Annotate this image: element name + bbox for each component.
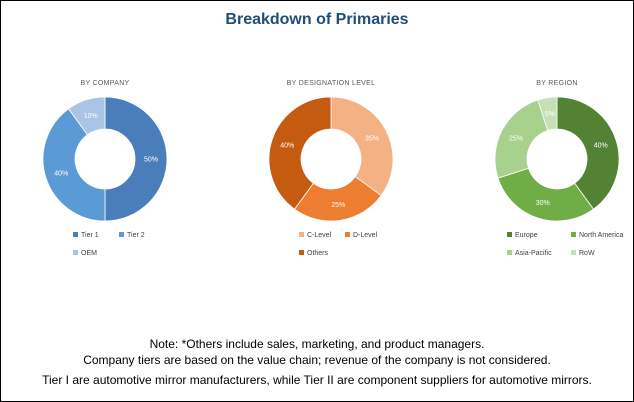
data-label-c-level: 35% [365, 136, 379, 143]
legend-label-row: RoW [579, 250, 595, 257]
slice-tier-1 [104, 96, 168, 222]
donut-subtitle: BY DESIGNATION LEVEL [287, 80, 376, 87]
chart-title: Breakdown of Primaries [225, 11, 409, 28]
donut-subtitle: BY COMPANY [80, 80, 129, 87]
footnote-tier-definition: Tier I are automotive mirror manufacture… [42, 373, 592, 387]
legend-swatch-d-level [345, 232, 350, 237]
legend-label-others: Others [307, 250, 329, 257]
legend-swatch-c-level [299, 232, 304, 237]
donut-by-designation-svg: BY DESIGNATION LEVEL 35% 25% 40% C-Level D-Le… [268, 80, 394, 257]
data-label-europe: 40% [594, 142, 608, 149]
legend-label-north-america: North America [579, 232, 623, 239]
legend-swatch-tier-2 [119, 232, 124, 237]
data-label-asia-pacific: 25% [509, 136, 523, 143]
legend-label-europe: Europe [515, 232, 538, 239]
footnote-others: Note: *Others include sales, marketing, … [149, 337, 485, 351]
data-label-north-america: 30% [536, 200, 550, 207]
data-label-others: 40% [280, 142, 294, 149]
slice-oem [67, 96, 106, 136]
donut-subtitle: BY REGION [536, 80, 577, 87]
legend-label-tier-2: Tier 2 [127, 232, 145, 239]
donut-chart-by-region: BY REGION 40% 30% 25% 5% Europe North America A… [467, 71, 634, 271]
slice-north-america [497, 167, 595, 222]
legend-label-oem: OEM [81, 250, 97, 257]
donut-chart-by-designation: BY DESIGNATION LEVEL 35% 25% 40% C-Level D-Le… [241, 71, 421, 271]
legend-label-c-level: C-Level [307, 232, 332, 239]
legend-label-d-level: D-Level [353, 232, 378, 239]
slice-row [537, 96, 558, 131]
data-label-oem: 10% [84, 113, 98, 120]
legend-swatch-oem [73, 250, 78, 255]
slice-others [268, 96, 332, 210]
legend-swatch-row [571, 250, 576, 255]
donut-by-region-svg: BY REGION 40% 30% 25% 5% Europe North America A… [494, 80, 623, 257]
donut-chart-by-company: BY COMPANY 50% 40% 10% Tier 1 Tier 2 OEM [15, 71, 195, 271]
legend-label-asia-pacific: Asia-Pacific [515, 250, 552, 257]
footnote-company-tiers: Company tiers are based on the value cha… [83, 353, 551, 367]
data-label-row: 5% [545, 111, 555, 118]
legend-swatch-north-america [571, 232, 576, 237]
legend-label-tier-1: Tier 1 [81, 232, 99, 239]
slice-tier-2 [42, 108, 106, 222]
legend-swatch-others [299, 250, 304, 255]
slice-c-level [330, 96, 394, 197]
legend-swatch-asia-pacific [507, 250, 512, 255]
legend-swatch-tier-1 [73, 232, 78, 237]
slice-europe [556, 96, 620, 210]
data-label-d-level: 25% [331, 202, 345, 209]
data-label-tier-1: 50% [144, 157, 158, 164]
donut-by-company-svg: BY COMPANY 50% 40% 10% Tier 1 Tier 2 OEM [42, 80, 168, 257]
legend-swatch-europe [507, 232, 512, 237]
data-label-tier-2: 40% [54, 171, 68, 178]
